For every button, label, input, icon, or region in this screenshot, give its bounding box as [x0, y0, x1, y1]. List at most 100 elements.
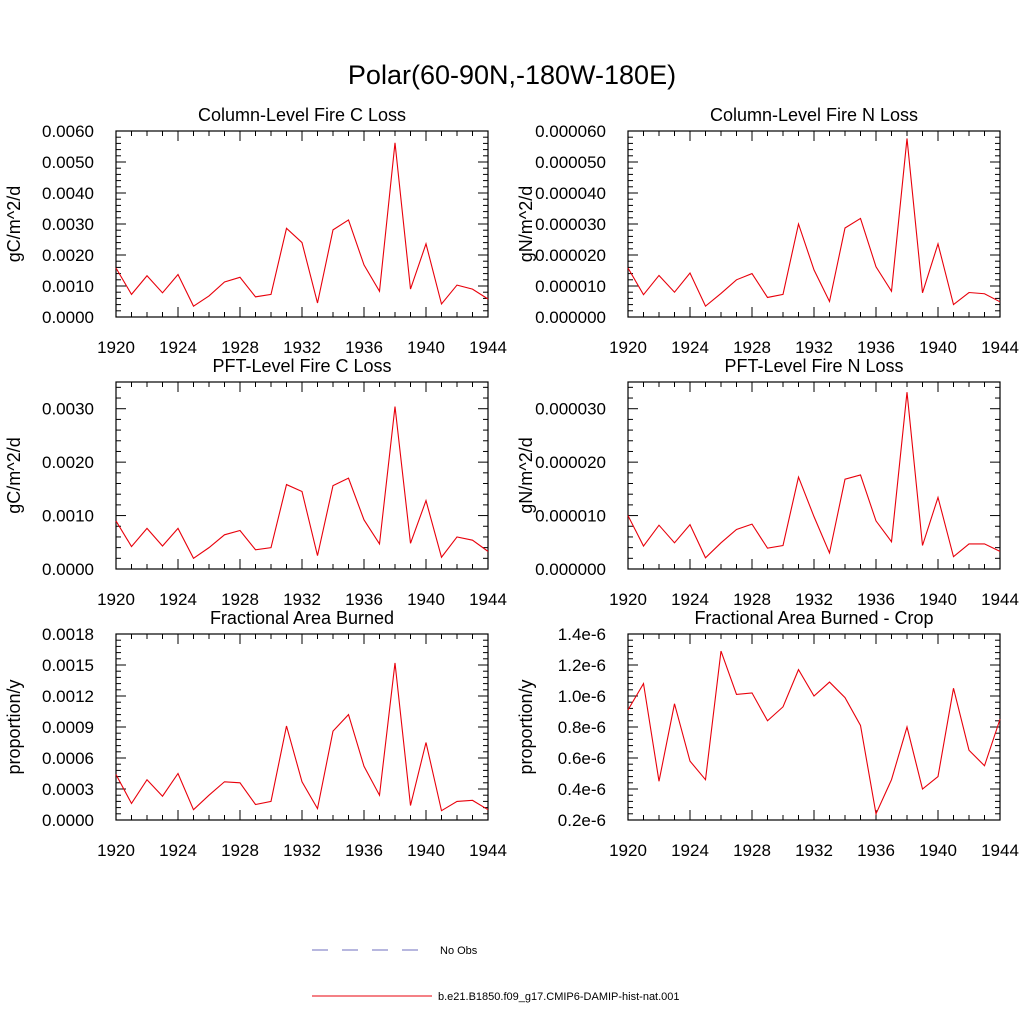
y-tick-label: 0.000030 [535, 400, 606, 419]
plot-frame [627, 381, 1001, 570]
y-axis-label: proportion/y [4, 679, 24, 774]
y-tick-label: 0.0018 [42, 625, 94, 644]
y-tick-label: 0.0020 [42, 453, 94, 472]
x-tick-label: 1940 [407, 841, 445, 860]
x-tick-label: 1936 [857, 338, 895, 357]
y-tick-label: 0.0020 [42, 246, 94, 265]
subplot-title: Column-Level Fire C Loss [198, 105, 406, 125]
y-tick-label: 0.0010 [42, 507, 94, 526]
y-tick-label: 0.0030 [42, 215, 94, 234]
plot-frame [627, 130, 1001, 318]
y-tick-label: 0.0015 [42, 656, 94, 675]
subplot-title: PFT-Level Fire N Loss [724, 356, 903, 376]
x-tick-label: 1936 [345, 338, 383, 357]
y-tick-label: 0.000000 [535, 560, 606, 579]
x-tick-label: 1924 [159, 841, 197, 860]
x-tick-label: 1924 [671, 590, 709, 609]
x-tick-label: 1932 [795, 338, 833, 357]
x-tick-label: 1932 [283, 841, 321, 860]
y-tick-label: 0.0030 [42, 400, 94, 419]
y-axis-label: gC/m^2/d [4, 186, 24, 262]
x-tick-label: 1928 [733, 338, 771, 357]
subplot-title: Column-Level Fire N Loss [710, 105, 918, 125]
y-tick-label: 0.0012 [42, 687, 94, 706]
chart-panel-2: 1920 1924 1928 1932 1936 1940 1944 0.000000 0.00… [516, 105, 1019, 357]
plot-frame [115, 381, 489, 570]
x-tick-label: 1944 [981, 338, 1019, 357]
y-axis-label: gC/m^2/d [4, 437, 24, 513]
x-tick-label: 1924 [671, 841, 709, 860]
y-tick-label: 1.0e-6 [558, 687, 606, 706]
y-tick-label: 0.000010 [535, 507, 606, 526]
y-tick-label: 0.8e-6 [558, 718, 606, 737]
y-tick-label: 0.0010 [42, 277, 94, 296]
chart-panel-3: 1920 1924 1928 1932 1936 1940 1944 0.0000 0.0010… [4, 356, 507, 609]
y-tick-label: 0.000010 [535, 277, 606, 296]
y-tick-label: 0.0060 [42, 122, 94, 141]
plot-frame [115, 130, 489, 318]
series-line-1 [115, 142, 489, 307]
y-tick-label: 0.0000 [42, 560, 94, 579]
subplot-title: PFT-Level Fire C Loss [212, 356, 391, 376]
x-tick-label: 1928 [221, 841, 259, 860]
figure-title: Polar(60-90N,-180W-180E) [348, 60, 676, 90]
x-tick-label: 1944 [981, 590, 1019, 609]
series-line-1 [627, 138, 1001, 308]
x-tick-label: 1936 [345, 590, 383, 609]
x-tick-label: 1940 [919, 338, 957, 357]
x-tick-label: 1920 [97, 338, 135, 357]
x-tick-label: 1920 [609, 338, 647, 357]
x-tick-label: 1928 [221, 590, 259, 609]
x-tick-label: 1940 [407, 590, 445, 609]
y-tick-label: 0.6e-6 [558, 749, 606, 768]
series-line-1 [627, 392, 1001, 559]
x-tick-label: 1924 [159, 338, 197, 357]
y-axis-label: gN/m^2/d [516, 437, 536, 513]
subplot-title: Fractional Area Burned [210, 608, 394, 628]
y-tick-label: 0.0040 [42, 184, 94, 203]
x-tick-label: 1940 [919, 590, 957, 609]
chart-panel-5: 1920 1924 1928 1932 1936 1940 1944 0.0000 0.0003… [4, 608, 507, 860]
y-tick-label: 0.000040 [535, 184, 606, 203]
legend-label-model: b.e21.B1850.f09_g17.CMIP6-DAMIP-hist-nat… [438, 991, 680, 1003]
series-line-1 [115, 406, 489, 560]
x-tick-label: 1936 [857, 590, 895, 609]
x-tick-label: 1928 [733, 841, 771, 860]
y-tick-label: 0.2e-6 [558, 811, 606, 830]
y-tick-label: 0.000060 [535, 122, 606, 141]
y-tick-label: 0.000020 [535, 453, 606, 472]
x-tick-label: 1944 [981, 841, 1019, 860]
x-tick-label: 1944 [469, 590, 507, 609]
y-tick-label: 0.0050 [42, 153, 94, 172]
x-tick-label: 1936 [857, 841, 895, 860]
chart-panel-1: 1920 1924 1928 1932 1936 1940 1944 0.0000 0.0010… [4, 105, 507, 357]
x-tick-label: 1936 [345, 841, 383, 860]
series-line-1 [115, 662, 489, 812]
x-tick-label: 1924 [671, 338, 709, 357]
x-tick-label: 1932 [795, 590, 833, 609]
y-tick-label: 0.4e-6 [558, 780, 606, 799]
y-tick-label: 0.000000 [535, 308, 606, 327]
plot-frame [627, 633, 1001, 821]
x-tick-label: 1940 [407, 338, 445, 357]
y-tick-label: 0.000020 [535, 246, 606, 265]
x-tick-label: 1932 [283, 338, 321, 357]
panels: 1920 1924 1928 1932 1936 1940 1944 0.0000 0.0010… [4, 105, 1019, 860]
plot-frame [115, 633, 489, 821]
chart-panel-6: 1920 1924 1928 1932 1936 1940 1944 0.2e-6 0.4e-6… [516, 608, 1019, 860]
x-tick-label: 1920 [609, 841, 647, 860]
x-tick-label: 1932 [283, 590, 321, 609]
x-tick-label: 1920 [97, 841, 135, 860]
chart-panel-4: 1920 1924 1928 1932 1936 1940 1944 0.000000 0.00… [516, 356, 1019, 609]
x-tick-label: 1920 [609, 590, 647, 609]
x-tick-label: 1920 [97, 590, 135, 609]
y-tick-label: 1.4e-6 [558, 625, 606, 644]
y-tick-label: 0.0000 [42, 811, 94, 830]
y-tick-label: 1.2e-6 [558, 656, 606, 675]
series-line-1 [627, 650, 1001, 816]
x-tick-label: 1924 [159, 590, 197, 609]
x-tick-label: 1928 [733, 590, 771, 609]
y-axis-label: gN/m^2/d [516, 186, 536, 262]
legend-label-no-obs: No Obs [440, 945, 478, 957]
